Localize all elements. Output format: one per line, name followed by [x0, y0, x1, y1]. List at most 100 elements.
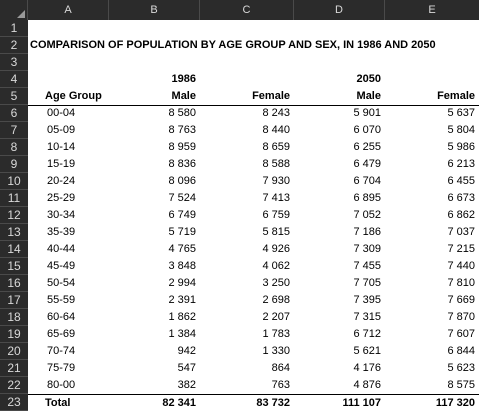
male-2050-cell[interactable]: 7 186	[353, 226, 381, 238]
total-female-2050[interactable]: 117 320	[435, 397, 475, 409]
age-group-cell[interactable]: 25-29	[47, 192, 76, 204]
male-2050-cell[interactable]: 5 901	[353, 107, 381, 119]
age-group-cell[interactable]: 50-54	[47, 277, 76, 289]
male-1986-cell[interactable]: 3 848	[168, 260, 196, 272]
female-1986-cell[interactable]: 2 698	[262, 294, 290, 306]
row-header[interactable]: 9	[0, 156, 28, 173]
total-male-2050[interactable]: 111 107	[342, 397, 381, 409]
column-header-e[interactable]: E	[428, 4, 436, 16]
male-1986-cell[interactable]: 942	[177, 345, 196, 357]
column-header-a[interactable]: A	[28, 0, 109, 20]
male-2050-cell[interactable]: 6 895	[353, 192, 381, 204]
male-1986-cell[interactable]: 382	[177, 379, 196, 391]
age-group-cell[interactable]: 80-00	[47, 379, 76, 391]
age-group-cell[interactable]: 10-14	[47, 141, 76, 153]
total-male-1986[interactable]: 82 341	[162, 397, 196, 409]
female-2050-cell[interactable]: 5 637	[447, 107, 475, 119]
male-1986-cell[interactable]: 2 391	[168, 294, 196, 306]
male-1986-cell[interactable]: 8 763	[168, 124, 196, 136]
title-cell[interactable]: COMPARISON OF POPULATION BY AGE GROUP AN…	[30, 39, 436, 51]
age-group-cell[interactable]: 70-74	[47, 345, 76, 357]
age-group-cell[interactable]: 30-34	[47, 209, 76, 221]
male-2050-cell[interactable]: 6 704	[353, 175, 381, 187]
male-1986-cell[interactable]: 8 580	[168, 107, 196, 119]
cell-grid[interactable]: COMPARISON OF POPULATION BY AGE GROUP AN…	[28, 20, 479, 416]
male-2050-cell[interactable]: 7 455	[353, 260, 381, 272]
male-1986-cell[interactable]: 8 836	[168, 158, 196, 170]
male-1986-cell[interactable]: 4 765	[168, 243, 196, 255]
female-2050-cell[interactable]: 7 669	[447, 294, 475, 306]
female-1986-cell[interactable]: 4 926	[262, 243, 290, 255]
female-1986-cell[interactable]: 1 783	[262, 328, 290, 340]
male-2050-cell[interactable]: 7 309	[353, 243, 381, 255]
female-1986-cell[interactable]: 8 440	[262, 124, 290, 136]
row-header[interactable]: 14	[0, 241, 28, 258]
female-2050-cell[interactable]: 8 575	[447, 379, 475, 391]
male-2050-cell[interactable]: 4 176	[353, 362, 381, 374]
year-1986-header[interactable]: 1986	[171, 73, 196, 85]
female-1986-cell[interactable]: 8 243	[262, 107, 290, 119]
row-header[interactable]: 17	[0, 292, 28, 309]
row-header[interactable]: 11	[0, 190, 28, 207]
male-2050-cell[interactable]: 7 052	[353, 209, 381, 221]
row-header[interactable]: 6	[0, 105, 28, 122]
male-2050-cell[interactable]: 6 712	[353, 328, 381, 340]
male-1986-cell[interactable]: 547	[177, 362, 196, 374]
age-group-cell[interactable]: 65-69	[47, 328, 76, 340]
male-2050-cell[interactable]: 6 479	[353, 158, 381, 170]
male-2050-cell[interactable]: 5 621	[353, 345, 381, 357]
row-header[interactable]: 5	[0, 88, 28, 105]
male-1986-cell[interactable]: 1 384	[168, 328, 196, 340]
row-header[interactable]: 7	[0, 122, 28, 139]
male-1986-cell[interactable]: 2 994	[168, 277, 196, 289]
total-label[interactable]: Total	[45, 397, 71, 409]
row-header[interactable]: 16	[0, 275, 28, 292]
age-group-cell[interactable]: 45-49	[47, 260, 76, 272]
year-2050-header[interactable]: 2050	[356, 73, 381, 85]
female-1986-cell[interactable]: 3 250	[262, 277, 290, 289]
female-1986-cell[interactable]: 7 930	[262, 175, 290, 187]
female-2050-cell[interactable]: 6 844	[447, 345, 475, 357]
female-2050-cell[interactable]: 7 037	[447, 226, 475, 238]
column-header-d[interactable]: D	[294, 0, 385, 20]
female-2050-cell[interactable]: 7 810	[447, 277, 475, 289]
age-group-cell[interactable]: 75-79	[47, 362, 76, 374]
female-2050-cell[interactable]: 6 455	[447, 175, 475, 187]
row-header[interactable]: 23	[0, 394, 28, 411]
age-group-cell[interactable]: 60-64	[47, 311, 76, 323]
female-1986-cell[interactable]: 6 759	[262, 209, 290, 221]
female-1986-cell[interactable]: 8 659	[262, 141, 290, 153]
female-2050-header[interactable]: Female	[437, 90, 475, 102]
female-2050-cell[interactable]: 6 673	[447, 192, 475, 204]
row-header[interactable]: 2	[0, 37, 28, 54]
column-header-b[interactable]: B	[109, 0, 200, 20]
age-group-cell[interactable]: 55-59	[47, 294, 76, 306]
row-header[interactable]: 8	[0, 139, 28, 156]
male-1986-cell[interactable]: 7 524	[168, 192, 196, 204]
female-1986-header[interactable]: Female	[252, 90, 290, 102]
row-header[interactable]: 1	[0, 20, 28, 37]
male-2050-header[interactable]: Male	[356, 90, 381, 102]
female-2050-cell[interactable]: 5 804	[447, 124, 475, 136]
female-2050-cell[interactable]: 5 623	[447, 362, 475, 374]
age-group-cell[interactable]: 15-19	[47, 158, 76, 170]
male-2050-cell[interactable]: 7 705	[353, 277, 381, 289]
male-1986-cell[interactable]: 8 096	[168, 175, 196, 187]
male-2050-cell[interactable]: 4 876	[353, 379, 381, 391]
female-2050-cell[interactable]: 5 986	[447, 141, 475, 153]
female-1986-cell[interactable]: 763	[271, 379, 290, 391]
female-2050-cell[interactable]: 7 215	[447, 243, 475, 255]
male-1986-header[interactable]: Male	[171, 90, 196, 102]
age-group-cell[interactable]: 05-09	[47, 124, 76, 136]
row-header[interactable]: 3	[0, 54, 28, 71]
total-female-1986[interactable]: 83 732	[256, 397, 290, 409]
male-1986-cell[interactable]: 5 719	[168, 226, 196, 238]
row-header[interactable]: 22	[0, 377, 28, 394]
male-2050-cell[interactable]: 7 395	[353, 294, 381, 306]
female-2050-cell[interactable]: 6 213	[447, 158, 475, 170]
female-1986-cell[interactable]: 1 330	[262, 345, 290, 357]
row-header[interactable]: 15	[0, 258, 28, 275]
column-header-c[interactable]: C	[200, 0, 294, 20]
row-header[interactable]: 12	[0, 207, 28, 224]
female-2050-cell[interactable]: 7 870	[447, 311, 475, 323]
